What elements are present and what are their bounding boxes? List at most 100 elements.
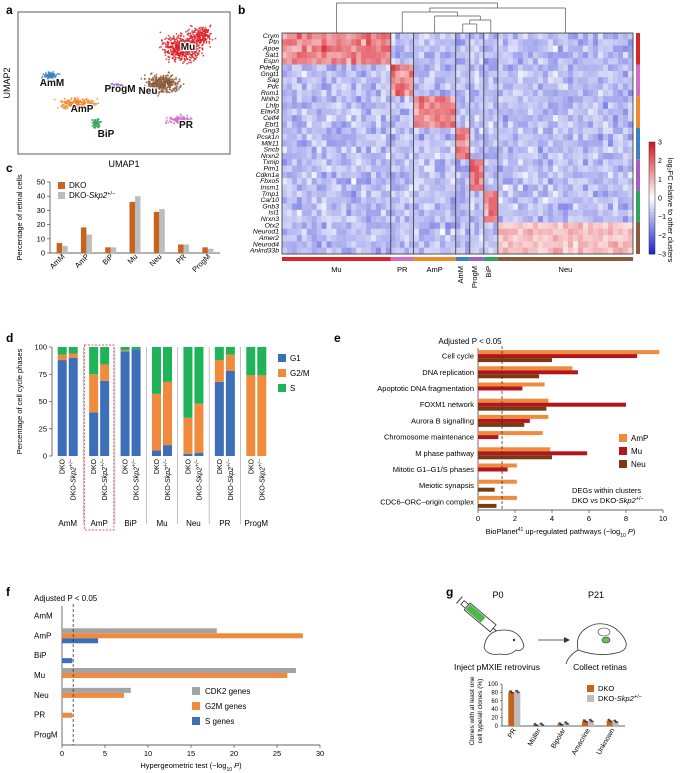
side-bar-segment [636, 64, 640, 97]
legend-swatch-g2m [278, 369, 286, 377]
panel-label-a: a [6, 3, 13, 17]
heatmap-cell [424, 140, 430, 147]
data-point [511, 691, 514, 694]
x-tick-label: 0 [476, 514, 480, 523]
heatmap-cell [532, 102, 539, 110]
umap-point [162, 41, 164, 44]
umap-point [178, 41, 181, 43]
colorbar-step [649, 214, 655, 218]
heatmap-cell [375, 39, 382, 46]
heatmap-cell [497, 51, 504, 59]
heatmap-cell [450, 39, 457, 46]
umap-ylabel: UMAP2 [2, 67, 12, 98]
heatmap-cell [567, 33, 574, 40]
heatmap-cell [607, 140, 614, 147]
stack-s [131, 347, 141, 350]
heatmap-cell [567, 64, 574, 72]
heatmap-cell [413, 152, 420, 160]
heatmap-cell [306, 152, 312, 160]
heatmap-cell [409, 171, 414, 179]
heatmap-cell [445, 115, 451, 122]
heatmap-cell [557, 190, 564, 198]
heatmap-cell [483, 96, 489, 103]
heatmap-cell [282, 152, 288, 160]
heatmap-cell [587, 247, 594, 255]
heatmap-cell [465, 140, 471, 147]
heatmap-row-isl1 [282, 209, 634, 217]
heatmap-cell [424, 228, 430, 236]
heatmap-cell [375, 146, 382, 154]
heatmap-cell [502, 39, 509, 46]
heatmap-cell [291, 64, 298, 72]
heatmap-cell [567, 134, 574, 141]
heatmap-cell [497, 77, 504, 84]
heatmap-cell [341, 228, 347, 236]
heatmap-cell [622, 190, 629, 198]
heatmap-cell [341, 203, 347, 211]
heatmap-cell [321, 127, 327, 135]
heatmap-cell [465, 203, 471, 211]
heatmap-cell [286, 140, 293, 147]
heatmap-cell [592, 39, 599, 46]
heatmap-cell [351, 51, 357, 59]
heatmap-cell [493, 33, 499, 40]
heatmap-cell [301, 165, 308, 173]
heatmap-cell [537, 228, 544, 236]
heatmap-cell [351, 184, 357, 192]
heatmap-cell [385, 165, 392, 173]
heatmap-cell [587, 70, 594, 78]
umap-point [166, 119, 168, 122]
heatmap-cell [371, 127, 377, 135]
heatmap-cell [557, 184, 564, 192]
heatmap-cell [311, 178, 317, 185]
heatmap-cell [286, 33, 293, 40]
heatmap-cell [380, 58, 387, 65]
heatmap-cell [434, 228, 441, 236]
heatmap-cell [587, 89, 594, 97]
heatmap-cell [341, 58, 347, 65]
heatmap-cell [404, 184, 410, 192]
heatmap-cell [326, 39, 332, 46]
heatmap-cell [413, 241, 420, 248]
heatmap-cell [562, 197, 569, 204]
heatmap-cell [607, 33, 614, 40]
heatmap-cell [316, 127, 322, 135]
heatmap-cell [306, 228, 312, 236]
heatmap-cell [465, 89, 471, 97]
heatmap-cell [542, 140, 549, 147]
heatmap-cell [507, 115, 514, 122]
bar-mu-dko [129, 201, 135, 253]
heatmap-cell [341, 102, 347, 110]
stack-g2m [194, 403, 204, 453]
umap-point [175, 76, 177, 79]
umap-point [182, 49, 185, 52]
heatmap-cell [587, 241, 594, 248]
heatmap-cell [587, 108, 594, 116]
heatmap-cell [404, 127, 410, 135]
umap-point [61, 101, 64, 104]
heatmap-cell [413, 33, 420, 40]
heatmap-cell [497, 121, 504, 129]
heatmap-cell [371, 197, 377, 204]
heatmap-cell [439, 45, 446, 53]
heatmap-cell [537, 33, 544, 40]
heatmap-cell [469, 209, 475, 217]
heatmap-cell [291, 197, 298, 204]
heatmap-cell [592, 140, 599, 147]
heatmap-cell [455, 83, 461, 91]
heatmap-cell [552, 209, 559, 217]
heatmap-cell [336, 89, 342, 97]
umap-point [151, 88, 154, 91]
heatmap-cell [301, 33, 308, 40]
heatmap-cell [361, 235, 367, 242]
heatmap-cell [612, 70, 619, 78]
heatmap-cell [385, 222, 392, 230]
heatmap-cell [532, 222, 539, 230]
heatmap-cell [455, 127, 461, 135]
heatmap-cell [429, 45, 435, 53]
heatmap-cell [380, 89, 387, 97]
heatmap-cell [371, 121, 377, 129]
heatmap-cell [512, 96, 519, 103]
heatmap-cell [296, 58, 303, 65]
heatmap-cell [404, 171, 410, 179]
